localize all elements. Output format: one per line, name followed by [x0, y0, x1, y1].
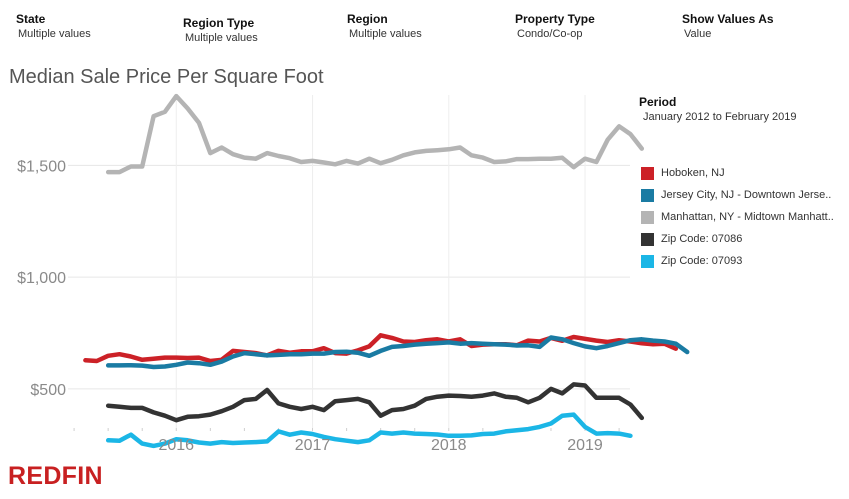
- filter-label: Show Values As: [682, 12, 774, 26]
- region-filter[interactable]: Region Multiple values: [347, 12, 422, 40]
- series-lines: [83, 93, 690, 449]
- filter-label: Region: [347, 12, 388, 26]
- series-line-zip-code-07086: [105, 382, 645, 423]
- legend-item-jersey-city[interactable]: Jersey City, NJ - Downtown Jerse..: [641, 184, 846, 206]
- filter-value[interactable]: Multiple values: [18, 28, 91, 40]
- period-label: Period: [639, 95, 677, 109]
- legend-swatch: [641, 166, 654, 180]
- filter-label: State: [16, 12, 46, 26]
- state-filter[interactable]: State Multiple values: [16, 12, 91, 40]
- series-line-hoboken-nj: [83, 333, 679, 364]
- filter-bar: State Multiple values Region Type Multip…: [0, 12, 849, 48]
- legend-swatch: [641, 210, 654, 224]
- property-type-filter[interactable]: Property Type Condo/Co-op: [515, 12, 595, 40]
- series-line-jersey-city-nj-downtown-jerse: [105, 335, 690, 370]
- legend-label: Zip Code: 07086: [661, 233, 743, 245]
- x-tick-label: 2017: [295, 437, 331, 454]
- chart-title: Median Sale Price Per Square Foot: [9, 66, 324, 88]
- legend-label: Hoboken, NJ: [661, 167, 725, 179]
- x-tick-label: 2016: [158, 437, 194, 454]
- filter-label: Property Type: [515, 12, 595, 26]
- legend: Hoboken, NJ Jersey City, NJ - Downtown J…: [641, 162, 846, 272]
- legend-swatch: [641, 188, 654, 202]
- legend-swatch: [641, 232, 654, 246]
- legend-item-manhattan[interactable]: Manhattan, NY - Midtown Manhatt..: [641, 206, 846, 228]
- y-tick-label: $500: [30, 382, 66, 399]
- filter-label: Region Type: [183, 16, 255, 30]
- redfin-logo[interactable]: REDFIN: [8, 462, 103, 490]
- x-tick-label: 2019: [567, 437, 603, 454]
- y-tick-label: $1,000: [17, 270, 66, 287]
- legend-swatch: [641, 254, 654, 268]
- period-value[interactable]: January 2012 to February 2019: [643, 111, 797, 123]
- filter-value[interactable]: Condo/Co-op: [517, 28, 583, 40]
- filter-value[interactable]: Value: [684, 28, 712, 40]
- legend-label: Zip Code: 07093: [661, 255, 743, 267]
- x-tick-label: 2018: [431, 437, 467, 454]
- grid-lines: [68, 95, 630, 428]
- axis-labels: $500 $1,000 $1,500 2016 2017 2018 2019: [17, 158, 603, 454]
- legend-item-zip-07093[interactable]: Zip Code: 07093: [641, 250, 846, 272]
- filter-value[interactable]: Multiple values: [349, 28, 422, 40]
- legend-label: Manhattan, NY - Midtown Manhatt..: [661, 211, 834, 223]
- show-values-as-filter[interactable]: Show Values As Value: [682, 12, 774, 40]
- filter-value[interactable]: Multiple values: [185, 32, 258, 44]
- period-filter[interactable]: Period January 2012 to February 2019: [639, 95, 797, 123]
- legend-item-zip-07086[interactable]: Zip Code: 07086: [641, 228, 846, 250]
- legend-label: Jersey City, NJ - Downtown Jerse..: [661, 189, 832, 201]
- series-line-zip-code-07093: [105, 412, 633, 449]
- region-type-filter[interactable]: Region Type Multiple values: [183, 16, 258, 44]
- legend-item-hoboken[interactable]: Hoboken, NJ: [641, 162, 846, 184]
- series-line-manhattan-ny-midtown-manhatt: [105, 93, 645, 175]
- y-tick-label: $1,500: [17, 158, 66, 175]
